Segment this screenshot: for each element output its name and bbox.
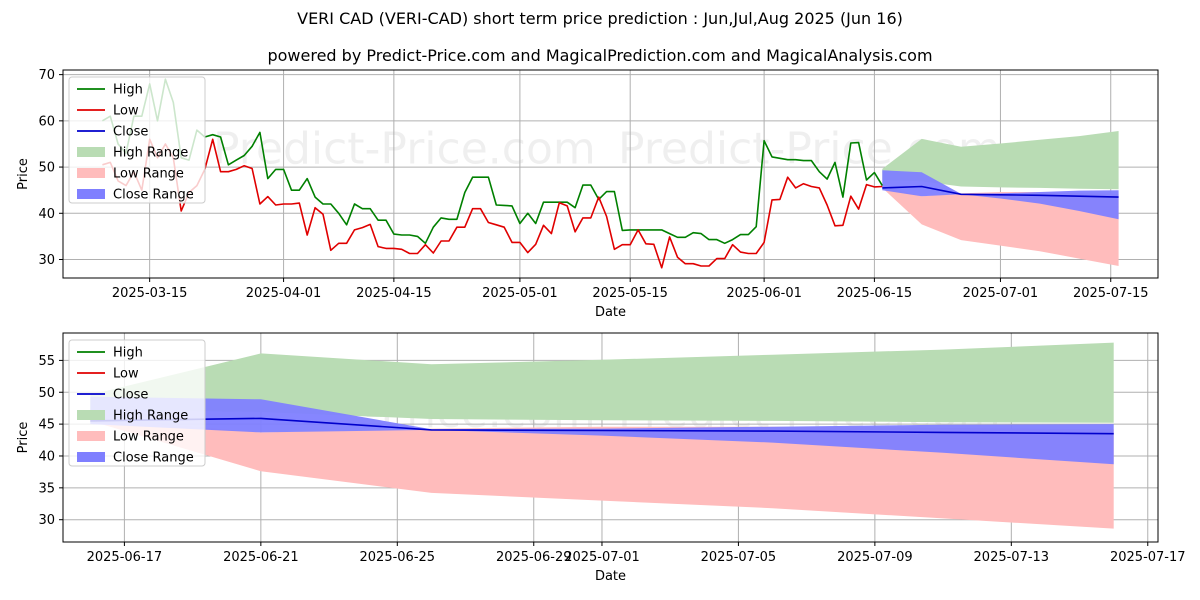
y-tick-label: 50 [38,161,55,176]
y-tick-label: 55 [38,354,55,369]
watermark-text: Predict-Price.com [213,124,596,175]
x-tick-label: 2025-06-21 [223,550,299,565]
legend-entry: Low Range [113,167,184,182]
x-tick-label: 2025-06-15 [837,286,913,301]
x-tick-label: 2025-07-13 [974,550,1050,565]
x-tick-label: 2025-07-01 [564,550,640,565]
legend-swatch [77,410,105,420]
x-tick-label: 2025-07-15 [1073,286,1149,301]
y-tick-label: 30 [38,513,55,528]
y-tick-label: 35 [38,481,55,496]
x-tick-label: 2025-04-15 [356,286,432,301]
legend-entry: Low Range [113,430,184,445]
legend-entry: Close [113,388,148,403]
y-tick-label: 50 [38,386,55,401]
panel-1: Predict-Price.com Predict-Price.com2025-0… [16,68,1159,320]
y-tick-label: 40 [38,207,55,222]
legend-entry: High Range [113,146,188,161]
legend-swatch [77,147,105,157]
legend-entry: Low [113,104,139,119]
x-axis-label: Date [595,569,626,584]
plot-area [90,342,1114,529]
legend-swatch [77,168,105,178]
close-series-line [882,185,1119,198]
x-tick-label: 2025-06-25 [360,550,436,565]
x-tick-label: 2025-07-09 [837,550,913,565]
y-tick-label: 40 [38,449,55,464]
y-tick-label: 30 [38,253,55,268]
low-series-line [102,138,883,269]
legend-swatch [77,452,105,462]
legend-entry: High [113,346,143,361]
plot-frame [62,69,1159,279]
x-tick-label: 2025-04-01 [246,286,322,301]
legend: High Low Close High Range Low Range Close Ran… [68,339,206,467]
y-axis-label: Price [16,158,31,190]
legend-entry: Close Range [113,188,194,203]
x-tick-label: 2025-07-17 [1110,550,1186,565]
y-tick-label: 60 [38,114,55,129]
panel-2: Predict-Price.comPredict-Price.com2025-0… [16,332,1186,584]
high-series-line [101,78,883,245]
legend-entry: Close [113,125,148,140]
x-tick-label: 2025-06-29 [496,550,572,565]
legend-entry: Low [113,367,139,382]
plot-area [101,78,1119,269]
x-tick-label: 2025-05-15 [592,286,668,301]
chart-subtitle: powered by Predict-Price.com and Magical… [267,46,933,65]
chart-title: VERI CAD (VERI-CAD) short term price pre… [297,9,903,28]
x-tick-label: 2025-06-17 [87,550,163,565]
close-series-line [90,417,1114,435]
high-range-band [90,342,1114,423]
y-tick-label: 45 [38,418,55,433]
x-axis-label: Date [595,305,626,320]
x-tick-label: 2025-07-05 [701,550,777,565]
y-axis-label: Price [16,422,31,454]
x-tick-label: 2025-07-01 [963,286,1039,301]
legend-swatch [77,189,105,199]
legend-entry: High [113,83,143,98]
y-tick-label: 70 [38,68,55,83]
legend-swatch [77,431,105,441]
plot-frame [62,332,1159,543]
legend-entry: Close Range [113,451,194,466]
legend: High Low Close High Range Low Range Close Ran… [68,76,206,204]
x-tick-label: 2025-03-15 [112,286,188,301]
x-tick-label: 2025-05-01 [482,286,558,301]
x-tick-label: 2025-06-01 [726,286,802,301]
legend-entry: High Range [113,409,188,424]
high-range-band [882,131,1119,190]
